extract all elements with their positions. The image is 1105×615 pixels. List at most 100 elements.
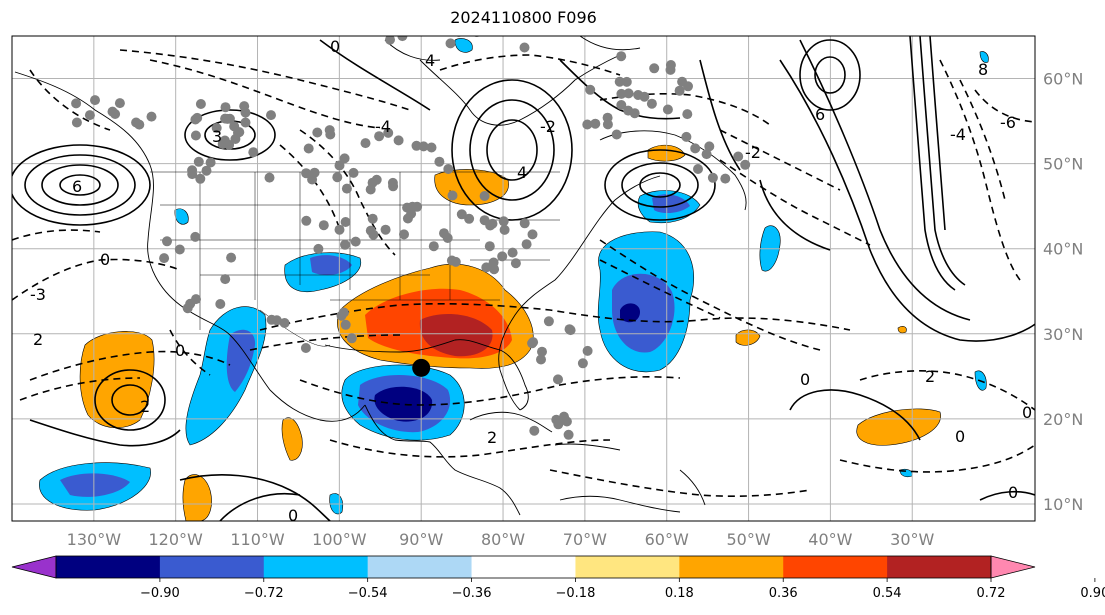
observation-dot <box>418 141 429 152</box>
observation-dot <box>301 215 312 226</box>
colorbar-swatch <box>367 556 473 578</box>
observation-dot <box>553 419 564 430</box>
colorbar-swatch <box>159 556 265 578</box>
map-title: 2024110800 F096 <box>450 8 597 27</box>
observation-dot <box>649 63 660 74</box>
contour-label: -4 <box>950 125 966 144</box>
contour-line <box>29 350 231 381</box>
colorbar-label: 0.72 <box>977 586 1006 601</box>
observation-dot <box>561 416 572 427</box>
contour-line <box>94 369 166 431</box>
observation-dot <box>681 131 692 142</box>
observation-dot <box>450 256 461 267</box>
observation-dot <box>434 156 445 167</box>
observation-dot <box>114 98 125 109</box>
observation-dot <box>646 98 657 109</box>
observation-dot <box>309 167 320 178</box>
observation-dot <box>195 99 206 109</box>
contour-line <box>319 39 431 111</box>
observation-dot <box>616 100 627 110</box>
contour-line <box>779 59 1035 342</box>
observation-dot <box>639 91 650 102</box>
observation-dot <box>498 216 509 227</box>
observation-dot <box>629 108 640 119</box>
longitude-tick-label: 60°W <box>645 530 689 549</box>
observation-dot <box>90 95 100 106</box>
colorbar-swatch <box>679 556 784 578</box>
colorbar-swatch <box>263 556 369 578</box>
contour-label: 0 <box>288 506 298 525</box>
observation-dot <box>690 143 701 154</box>
colorbar-frame <box>55 555 992 579</box>
coastline <box>679 469 706 506</box>
observation-dot <box>71 117 82 128</box>
contour-line <box>24 154 136 216</box>
observation-dot <box>426 142 437 153</box>
latitude-tick-label: 10°N <box>1043 495 1083 514</box>
observation-dot <box>677 76 688 87</box>
colorbar-label: 0.18 <box>665 586 694 601</box>
contour-label: 4 <box>425 51 435 70</box>
colorbar-swatch <box>56 556 161 578</box>
negative-anomaly-region <box>174 208 189 225</box>
longitude-tick-label: 90°W <box>399 530 443 549</box>
observation-dot <box>481 262 492 273</box>
contour-label: -6 <box>1000 113 1016 132</box>
colorbar-label: −0.72 <box>244 586 284 601</box>
observation-dot <box>336 310 347 321</box>
colorbar-extend-low <box>11 555 57 579</box>
observation-dot <box>519 42 530 53</box>
coastline <box>579 36 641 51</box>
observation-dot <box>300 343 311 353</box>
contour-line <box>799 39 861 111</box>
contour-label: 0 <box>1022 403 1032 422</box>
observation-dot <box>521 239 532 250</box>
contour-line <box>29 419 181 447</box>
observation-dot <box>346 333 357 344</box>
observation-dot <box>266 110 276 121</box>
coastline <box>419 54 621 126</box>
observation-dot <box>383 127 394 138</box>
coastline <box>364 404 521 516</box>
observation-dot <box>720 173 731 184</box>
observation-dot <box>318 220 329 231</box>
longitude-tick-label: 30°W <box>890 530 934 549</box>
longitude-tick-label: 120°W <box>149 530 204 549</box>
observation-dot <box>443 164 454 174</box>
observation-dot <box>447 190 458 201</box>
observation-dot <box>563 429 574 440</box>
positive-anomaly-region <box>897 326 907 334</box>
observation-dot <box>348 167 359 178</box>
observation-dot <box>107 106 118 117</box>
longitude-tick-label: 70°W <box>563 530 607 549</box>
contour-line <box>259 303 851 331</box>
coastline <box>14 71 366 422</box>
observation-dot <box>527 229 538 240</box>
observation-dot <box>507 247 518 258</box>
observation-dot <box>341 183 352 194</box>
contour-line <box>599 239 821 351</box>
contour-line <box>149 59 381 129</box>
observation-dot <box>187 169 198 180</box>
contour-line <box>41 164 119 206</box>
observation-dot <box>701 149 712 160</box>
observation-dot <box>340 217 351 227</box>
observation-dot <box>134 119 145 130</box>
latitude-tick-label: 60°N <box>1043 70 1083 89</box>
contour-line <box>929 36 946 231</box>
observation-dot <box>332 172 343 183</box>
observation-dot-layer <box>71 36 751 440</box>
contour-line <box>759 179 831 251</box>
contour-line <box>859 370 1035 411</box>
observation-dot <box>240 117 251 128</box>
observation-dot <box>211 123 222 133</box>
contour-label-layer: 0 0 0 0 0 0 0 0 2 2 2 2 3 4 4 6 6 8 -2 -… <box>30 37 1032 525</box>
observation-dot <box>205 157 216 168</box>
contour-line <box>439 54 621 76</box>
latitude-tick-label: 50°N <box>1043 155 1083 174</box>
contour-label: 6 <box>815 105 825 124</box>
contour-label: 0 <box>100 250 110 269</box>
observation-dot <box>397 36 408 42</box>
contour-line <box>111 384 149 416</box>
colorbar-label: 0.54 <box>873 586 902 601</box>
